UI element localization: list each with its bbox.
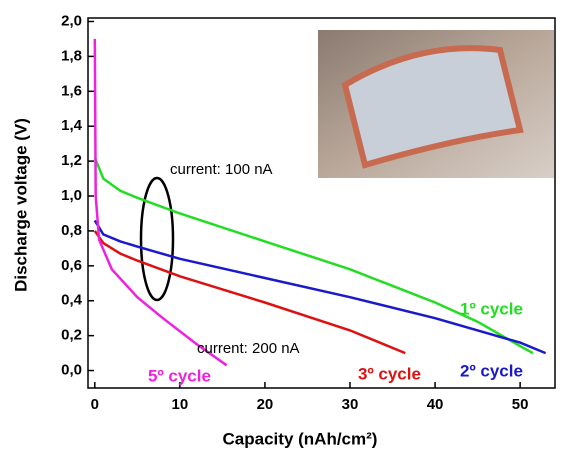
data-line <box>95 158 533 354</box>
x-tick-label: 20 <box>257 396 274 413</box>
y-tick-label: 0,8 <box>61 222 82 239</box>
ellipse-marker <box>141 178 173 300</box>
x-tick-label: 50 <box>512 396 529 413</box>
y-tick-label: 1,2 <box>61 152 82 169</box>
y-tick-label: 0,4 <box>61 292 83 309</box>
x-tick-label: 10 <box>172 396 189 413</box>
y-tick-label: 1,0 <box>61 187 82 204</box>
x-tick-label: 30 <box>342 396 359 413</box>
x-tick-label: 40 <box>427 396 444 413</box>
series-label: 1º cycle <box>460 299 523 318</box>
y-tick-label: 1,4 <box>61 117 83 134</box>
x-tick-label: 0 <box>91 396 99 413</box>
series-label: 2º cycle <box>460 361 523 380</box>
y-tick-label: 0,0 <box>61 362 82 379</box>
y-tick-label: 1,8 <box>61 47 82 64</box>
data-line <box>95 221 546 354</box>
data-line <box>95 39 227 365</box>
y-tick-label: 1,6 <box>61 82 82 99</box>
y-axis-title: Discharge voltage (V) <box>11 118 30 292</box>
series-label: 3º cycle <box>358 364 421 383</box>
annotation: current: 200 nA <box>197 340 300 357</box>
y-tick-label: 2,0 <box>61 12 82 29</box>
y-tick-label: 0,6 <box>61 257 82 274</box>
series-label: 5º cycle <box>148 366 211 385</box>
x-axis-title: Capacity (nAh/cm²) <box>223 429 378 448</box>
annotation: current: 100 nA <box>170 161 273 178</box>
y-tick-label: 0,2 <box>61 327 82 344</box>
chart: Capacity (nAh/cm²) Discharge voltage (V)… <box>0 0 564 459</box>
